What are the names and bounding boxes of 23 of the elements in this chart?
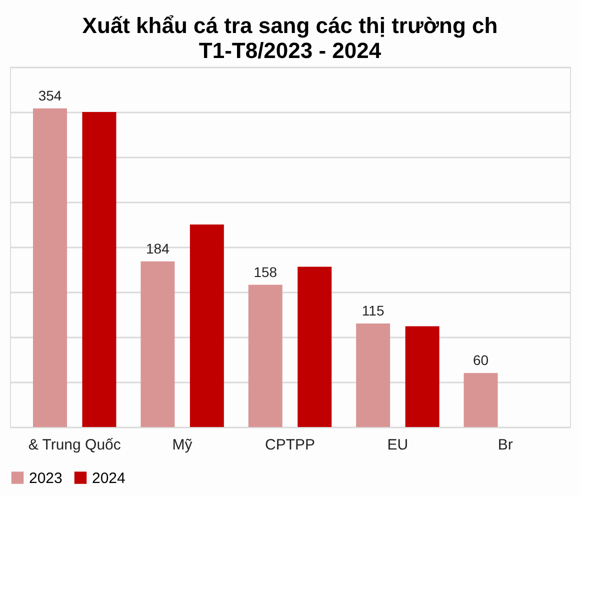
bar xyxy=(248,284,282,427)
data-label: 158 xyxy=(254,264,278,280)
bar xyxy=(82,112,116,427)
x-tick-label: EU xyxy=(387,436,408,454)
legend-label: 2024 xyxy=(92,470,126,487)
chart-title: Xuất khẩu cá tra sang các thị trường ch xyxy=(82,13,498,38)
data-label: 184 xyxy=(146,240,170,256)
bar xyxy=(33,108,67,427)
bar xyxy=(405,326,440,427)
bar xyxy=(464,373,498,427)
bar xyxy=(298,266,332,427)
chart-subtitle: T1-T8/2023 - 2024 xyxy=(198,38,382,63)
bar xyxy=(190,224,224,427)
x-tick-label: CPTPP xyxy=(264,436,316,454)
x-tick-label: Br xyxy=(498,436,513,454)
bar xyxy=(356,324,390,427)
x-tick-label: & Trung Quốc xyxy=(28,436,122,454)
data-label: 60 xyxy=(472,352,489,368)
bar xyxy=(140,261,175,427)
legend-label: 2023 xyxy=(29,470,62,487)
x-tick-label: Mỹ xyxy=(172,436,193,454)
data-label: 115 xyxy=(362,302,384,318)
data-label: 354 xyxy=(38,87,62,104)
